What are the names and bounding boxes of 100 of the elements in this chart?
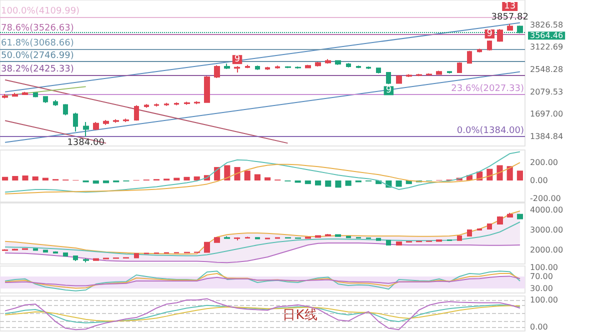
candlestick: [366, 66, 371, 70]
line-series: [4, 242, 520, 264]
candlestick: [204, 242, 210, 253]
candlestick: [22, 248, 28, 250]
candlestick: [436, 239, 442, 242]
candlestick: [335, 234, 341, 238]
bar: [496, 165, 503, 180]
candlestick: [93, 122, 99, 130]
y-tick-label: 100.00: [530, 263, 558, 272]
candlestick: [457, 62, 462, 74]
y-tick-label: 3000.00: [530, 226, 564, 234]
candlestick: [507, 23, 513, 32]
bar: [315, 180, 322, 186]
ref-line-label: 38.2%(2425.33): [1, 64, 74, 74]
candlestick: [53, 250, 58, 254]
bar: [335, 180, 342, 188]
candlestick: [43, 96, 48, 104]
bar: [92, 180, 99, 184]
candlestick: [83, 258, 89, 263]
candlestick: [436, 70, 442, 76]
candlestick: [113, 118, 119, 124]
candlestick: [134, 252, 139, 258]
bar: [102, 180, 110, 184]
y-tick-label: 1384.84: [530, 132, 564, 141]
candlestick: [386, 240, 391, 246]
candlestick: [123, 118, 129, 123]
candlestick: [457, 235, 462, 242]
candlestick: [467, 229, 472, 237]
candlestick: [487, 40, 492, 52]
bar: [32, 176, 38, 180]
candlestick: [83, 122, 89, 138]
candlestick: [134, 104, 139, 122]
candlestick: [406, 74, 412, 78]
candlestick: [234, 236, 240, 241]
bar: [254, 174, 260, 180]
candlestick: [33, 92, 38, 98]
candlestick: [144, 104, 149, 108]
bar: [396, 180, 402, 187]
bar: [194, 176, 200, 180]
bar: [12, 176, 18, 180]
candlestick: [477, 48, 482, 53]
candlestick: [487, 223, 492, 230]
candlestick: [356, 65, 361, 69]
annotation: 13: [504, 1, 516, 12]
candlestick: [174, 102, 179, 106]
candlestick: [245, 236, 250, 239]
candlestick: [305, 236, 311, 239]
y-tick-label: 2000.00: [530, 246, 564, 254]
line-series: [4, 222, 520, 256]
ref-line-label: 50.0%(2746.99): [1, 50, 74, 61]
candlestick: [164, 102, 169, 106]
candlestick: [2, 93, 8, 99]
candlestick: [103, 257, 109, 260]
ref-line-label: 3564.46: [530, 31, 564, 40]
ref-line-label: 61.8%(3068.66): [1, 38, 74, 49]
bar: [2, 176, 8, 180]
candlestick: [73, 255, 78, 262]
candlestick: [386, 72, 391, 85]
bar: [304, 180, 311, 184]
ref-line-label: 100.0%(4109.99): [1, 6, 80, 17]
candlestick: [2, 248, 8, 252]
candlestick: [275, 65, 280, 70]
y-tick-label: 2079.53: [530, 87, 564, 96]
bar: [224, 165, 230, 180]
y-tick-label: -200.00: [530, 194, 561, 203]
candlestick: [325, 58, 331, 64]
candlestick: [43, 250, 48, 253]
candlestick: [396, 241, 402, 246]
candlestick: [376, 238, 381, 242]
candlestick: [396, 74, 402, 84]
annotation: 1384.00: [67, 138, 105, 148]
candlestick: [234, 66, 240, 74]
candlestick: [63, 104, 68, 116]
candlestick: [497, 28, 503, 42]
candlestick: [467, 50, 472, 64]
candlestick: [53, 100, 58, 106]
bar: [234, 167, 240, 180]
candlestick: [255, 236, 260, 240]
candlestick: [154, 103, 159, 107]
candlestick: [224, 236, 230, 240]
candlestick: [224, 63, 230, 70]
y-tick-label: 0.00: [530, 176, 548, 185]
candlestick: [22, 91, 28, 96]
bar: [22, 176, 28, 180]
bar: [174, 178, 180, 180]
candlestick: [255, 65, 260, 70]
candlestick: [12, 248, 18, 251]
y-tick-label: 100.00: [530, 296, 558, 305]
candlestick: [477, 228, 482, 231]
y-tick-label: 2548.28: [530, 65, 564, 74]
bar: [325, 180, 332, 187]
line-series: [4, 162, 520, 194]
annotation: 9: [386, 86, 392, 96]
candlestick: [103, 119, 109, 126]
y-tick-label: 1697.00: [530, 110, 564, 119]
line-series: [4, 210, 520, 254]
ref-line-label: 78.6%(3526.63): [1, 23, 74, 34]
candlestick: [63, 252, 68, 257]
candlestick: [346, 236, 351, 238]
candlestick: [214, 236, 220, 244]
